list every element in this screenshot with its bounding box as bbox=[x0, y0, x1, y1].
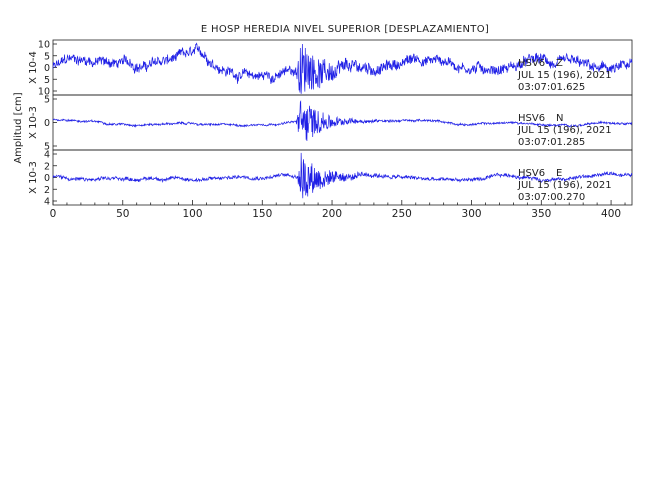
date-label: JUL 15 (196), 2021 bbox=[517, 125, 612, 136]
chart-title: E HOSP HEREDIA NIVEL SUPERIOR [DESPLAZAM… bbox=[201, 24, 489, 35]
x-tick-label: 300 bbox=[462, 208, 482, 220]
station-label: HSV6 bbox=[518, 58, 545, 69]
y-tick-label: 5 bbox=[44, 51, 50, 62]
y-tick-label: 5 bbox=[44, 142, 50, 153]
x-tick-label: 200 bbox=[322, 208, 342, 220]
x-tick-label: 100 bbox=[182, 208, 202, 220]
y-tick-label: 5 bbox=[44, 75, 50, 86]
y-tick-label: 0 bbox=[44, 63, 50, 74]
time-label: 03:07:00.270 bbox=[518, 192, 585, 203]
scale-label: X 10-3 bbox=[28, 161, 39, 194]
component-label: N bbox=[556, 113, 563, 124]
y-tick-label: 2 bbox=[44, 185, 50, 196]
y-tick-label: 10 bbox=[38, 87, 50, 98]
x-tick-label: 400 bbox=[601, 208, 621, 220]
y-tick-label: 10 bbox=[38, 40, 50, 51]
station-label: HSV6 bbox=[518, 168, 545, 179]
x-tick-label: 150 bbox=[252, 208, 272, 220]
date-label: JUL 15 (196), 2021 bbox=[517, 70, 612, 81]
scale-label: X 10-4 bbox=[28, 51, 39, 84]
trace-z bbox=[52, 42, 633, 94]
x-tick-label: 250 bbox=[392, 208, 412, 220]
y-axis-label: Amplitud [cm] bbox=[13, 92, 24, 163]
y-tick-label: 2 bbox=[44, 161, 50, 172]
y-tick-label: 0 bbox=[44, 118, 50, 129]
trace-n bbox=[52, 100, 633, 141]
time-label: 03:07:01.285 bbox=[518, 137, 585, 148]
date-label: JUL 15 (196), 2021 bbox=[517, 180, 612, 191]
y-tick-label: 0 bbox=[44, 173, 50, 184]
trace-e bbox=[52, 152, 633, 199]
x-tick-label: 0 bbox=[50, 208, 57, 220]
scale-label: X 10-3 bbox=[28, 106, 39, 139]
y-tick-label: 4 bbox=[44, 197, 50, 208]
station-label: HSV6 bbox=[518, 113, 545, 124]
component-label: Z bbox=[556, 58, 563, 69]
y-tick-label: 4 bbox=[44, 150, 50, 161]
x-tick-label: 50 bbox=[116, 208, 129, 220]
time-label: 03:07:01.625 bbox=[518, 82, 585, 93]
component-label: E bbox=[556, 168, 562, 179]
y-tick-label: 5 bbox=[44, 95, 50, 106]
x-tick-label: 350 bbox=[531, 208, 551, 220]
